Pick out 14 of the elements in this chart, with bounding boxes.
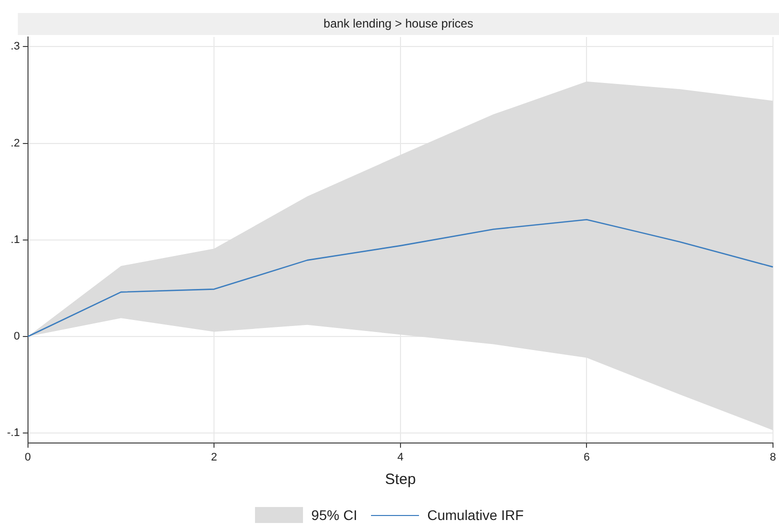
x-axis-title: Step (384, 471, 416, 488)
x-tick-label: 8 (770, 451, 776, 464)
x-tick-label: 0 (24, 451, 31, 464)
y-tick-label: .3 (10, 40, 20, 53)
y-tick-label: -.1 (6, 427, 20, 440)
x-tick-label: 6 (584, 451, 590, 464)
y-tick-label: .2 (10, 137, 20, 150)
x-tick-label: 2 (211, 451, 218, 464)
legend-label: Cumulative IRF (427, 507, 524, 523)
x-tick-label: 4 (397, 451, 404, 464)
chart-title: bank lending > house prices (324, 16, 474, 30)
y-tick-label: .1 (10, 234, 20, 246)
text: 95% CI (311, 507, 358, 523)
y-tick-label: 0 (14, 330, 20, 343)
